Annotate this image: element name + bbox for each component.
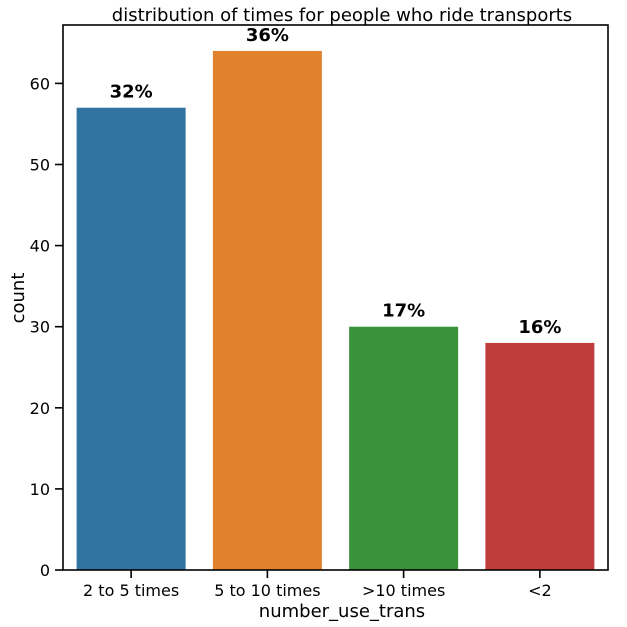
- y-tick-label: 10: [30, 480, 50, 499]
- plot-area: 0 10 20 30 40 50 60 2 to 5 times 32% 5 to 10 time…: [30, 25, 595, 600]
- x-tick-label: 2 to 5 times: [83, 581, 179, 600]
- bar: [485, 342, 595, 570]
- bar-data-label: 16%: [518, 317, 561, 338]
- bar-data-label: 36%: [246, 25, 289, 46]
- y-axis-label: count: [8, 273, 29, 324]
- x-tick-label: >10 times: [362, 581, 445, 600]
- x-tick-label: 5 to 10 times: [214, 581, 320, 600]
- x-axis-label: number_use_trans: [259, 601, 425, 622]
- plot-frame: [62, 24, 609, 571]
- bar: [212, 50, 322, 570]
- y-tick-label: 60: [30, 74, 50, 93]
- y-tick-label: 0: [40, 561, 50, 580]
- y-tick-label: 50: [30, 155, 50, 174]
- y-tick-label: 30: [30, 318, 50, 337]
- x-tick-label: <2: [528, 581, 552, 600]
- bar-data-label: 17%: [382, 301, 425, 322]
- bar-data-label: 32%: [110, 82, 153, 103]
- chart-title: distribution of times for people who rid…: [112, 5, 572, 26]
- bar: [349, 326, 459, 570]
- bar: [76, 107, 186, 571]
- y-tick-label: 20: [30, 399, 50, 418]
- y-tick-label: 40: [30, 237, 50, 256]
